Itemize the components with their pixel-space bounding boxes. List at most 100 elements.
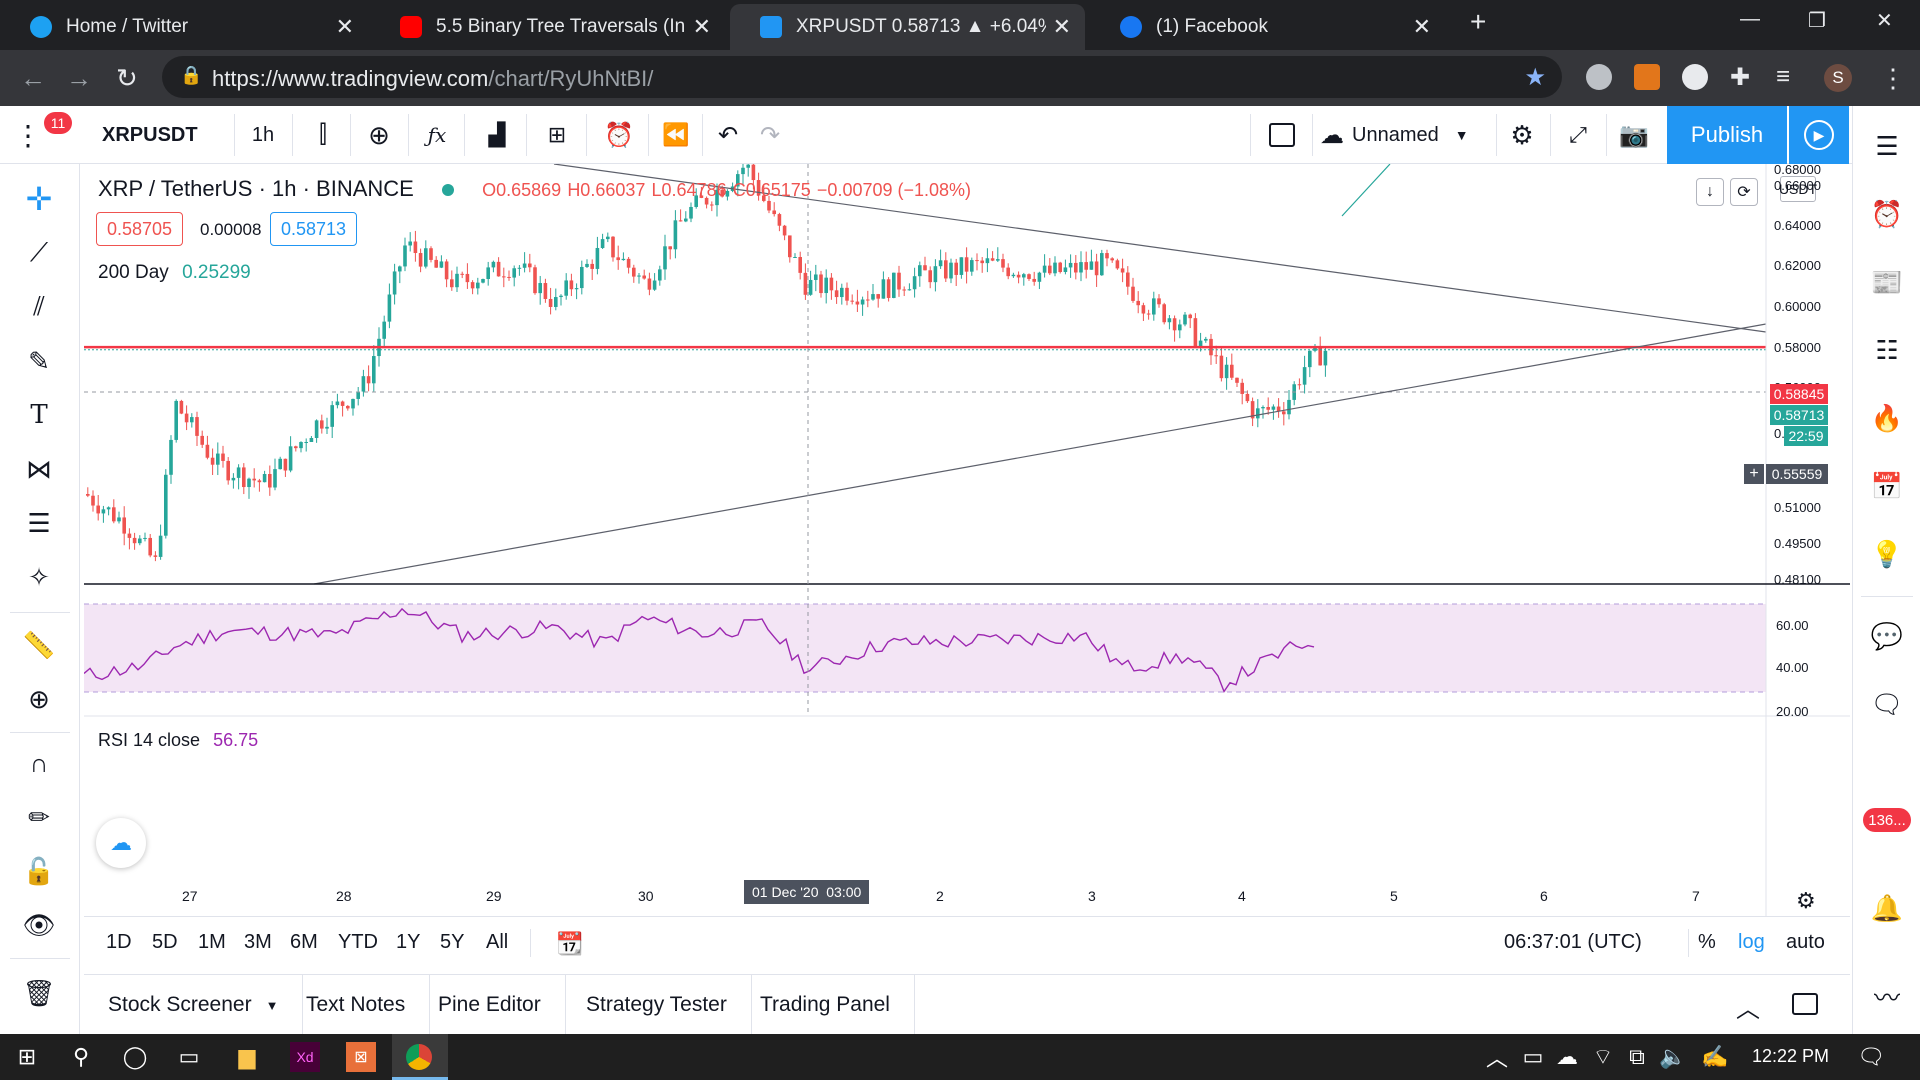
pattern-icon[interactable]: ⋈ <box>26 453 52 484</box>
redo-icon[interactable]: ↷ <box>759 121 781 149</box>
calendar-icon[interactable]: 📅 <box>1870 470 1904 501</box>
tray-up-icon[interactable]: ︿ <box>1485 1046 1508 1071</box>
multi-layout-icon[interactable] <box>1260 106 1304 164</box>
ideas-zigzag-icon[interactable]: 〰 <box>1873 982 1900 1013</box>
rsi-legend[interactable]: RSI 14 close 56.75 <box>98 730 258 751</box>
range-3m[interactable]: 3M <box>244 931 272 953</box>
reload-icon[interactable]: ↻ <box>116 63 138 93</box>
chart-area[interactable]: XRP / TetherUS · 1h · BINANCE O0.65869 H… <box>84 162 1850 948</box>
windows-start-icon[interactable]: ⊞ <box>17 1044 37 1069</box>
indicators-fx-icon[interactable]: ƒx <box>427 123 447 147</box>
minimize-icon[interactable]: — <box>1740 8 1760 30</box>
tab-facebook[interactable]: (1) Facebook ✕ <box>1090 4 1445 50</box>
compare-plus-icon[interactable]: ⊕ <box>368 119 390 150</box>
axis-settings-gear-icon[interactable]: ⚙ <box>1796 888 1816 913</box>
publish-button[interactable]: Publish <box>1667 106 1787 164</box>
magic-wand-icon[interactable]: ✧ <box>28 561 50 592</box>
play-icon[interactable]: ▶ <box>1789 106 1849 164</box>
text-tool-icon[interactable]: T <box>30 400 48 430</box>
metamask-icon[interactable] <box>1634 64 1660 90</box>
range-1m[interactable]: 1M <box>198 931 226 953</box>
chrome-icon[interactable] <box>404 1042 434 1072</box>
alert-clock-icon[interactable]: ⏰ <box>604 121 634 149</box>
trend-line-icon[interactable]: ⟋ <box>29 237 49 267</box>
add-plus-icon[interactable]: + <box>1744 464 1764 484</box>
onedrive-icon[interactable]: ☁ <box>1556 1044 1578 1069</box>
fullscreen-icon[interactable]: ⤢ <box>1569 122 1587 147</box>
tab-pine-editor[interactable]: Pine Editor <box>414 975 566 1035</box>
adobe-xd-icon[interactable]: Xd <box>290 1042 320 1072</box>
eye-icon[interactable]: 👁 <box>22 909 56 940</box>
pen-icon[interactable]: ✍ <box>1701 1044 1729 1069</box>
tab-twitter[interactable]: Home / Twitter ✕ <box>0 4 368 50</box>
profile-avatar[interactable]: S <box>1824 64 1852 92</box>
templates-icon[interactable]: ⊞ <box>547 122 567 147</box>
ruler-icon[interactable]: 📏 <box>22 629 56 660</box>
range-5d[interactable]: 5D <box>152 931 178 953</box>
financials-bar-icon[interactable]: ▟ <box>488 122 506 147</box>
interval-button[interactable]: 1h <box>251 123 275 146</box>
new-tab-plus-icon[interactable]: + <box>1470 6 1487 37</box>
wifi-icon[interactable]: ⌔ <box>1592 1044 1614 1069</box>
file-explorer-icon[interactable]: ▆ <box>238 1044 256 1069</box>
menu-kebab-icon[interactable]: ⋮ <box>1880 63 1906 93</box>
currency-label[interactable]: USDT <box>1779 176 1817 202</box>
range-ytd[interactable]: YTD <box>338 931 378 953</box>
sell-price-box[interactable]: 0.58705 <box>96 212 184 246</box>
zoom-in-icon[interactable]: ⊕ <box>28 683 50 714</box>
comments-icon[interactable]: 🗨 <box>1870 688 1904 719</box>
battery-icon[interactable]: ▭ <box>1522 1044 1544 1069</box>
bookmark-star-icon[interactable]: ★ <box>1524 64 1546 91</box>
undo-icon[interactable]: ↶ <box>717 121 739 149</box>
tab-tradingview[interactable]: XRPUSDT 0.58713 ▲ +6.04% Unn ✕ <box>730 4 1085 50</box>
buy-price-box[interactable]: 0.58713 <box>270 212 358 246</box>
extension-icon[interactable] <box>1586 64 1612 90</box>
trash-icon[interactable]: 🗑 <box>22 977 56 1008</box>
range-5y[interactable]: 5Y <box>440 931 465 953</box>
puzzle-icon[interactable]: ✚ <box>1730 64 1751 91</box>
cortana-icon[interactable]: ◯ <box>122 1044 148 1069</box>
streams-icon[interactable] <box>1867 814 1907 854</box>
extension-icon[interactable] <box>1682 64 1708 90</box>
media-queue-icon[interactable]: ≡ <box>1776 63 1791 90</box>
brush-icon[interactable]: ✎ <box>28 345 50 376</box>
reset-scale-icon[interactable]: ⟳ <box>1730 178 1758 206</box>
notifications-icon[interactable]: 🗨 <box>1857 1044 1885 1069</box>
pitchfork-icon[interactable]: ⫽ <box>33 291 45 321</box>
candle-style-icon[interactable]: ⫿ <box>319 121 327 148</box>
pencil-lock-icon[interactable]: ✏ <box>28 801 50 832</box>
restore-icon[interactable]: ❐ <box>1808 10 1826 32</box>
back-arrow-icon[interactable]: ← <box>20 63 46 93</box>
window-close-icon[interactable]: ✕ <box>1876 10 1893 32</box>
menu-icon[interactable]: ⋮ <box>14 119 42 151</box>
watchlist-icon[interactable]: ☰ <box>1875 130 1899 161</box>
lock-icon[interactable]: 🔓 <box>22 855 56 886</box>
chat-icon[interactable]: 💬 <box>1870 620 1904 651</box>
news-icon[interactable]: 📰 <box>1870 266 1904 297</box>
taskbar-clock[interactable]: 12:22 PM <box>1752 1046 1830 1066</box>
utc-clock[interactable]: 06:37:01 (UTC) <box>1504 931 1642 953</box>
layout-name-button[interactable]: ☁ Unnamed ▼ <box>1320 106 1490 164</box>
lightbulb-icon[interactable]: 💡 <box>1870 538 1904 569</box>
tab-trading-panel[interactable]: Trading Panel <box>736 975 915 1035</box>
close-icon[interactable]: ✕ <box>335 14 354 39</box>
percent-scale-toggle[interactable]: % <box>1698 931 1716 953</box>
bell-icon[interactable]: 🔔 <box>1870 892 1904 923</box>
crosshair-icon[interactable]: ✛ <box>25 181 53 217</box>
calendar-flame-icon[interactable]: 🔥 <box>1870 402 1904 433</box>
range-1y[interactable]: 1Y <box>396 931 421 953</box>
close-icon[interactable]: ✕ <box>1052 14 1071 39</box>
volume-icon[interactable]: 🔈 <box>1659 1044 1687 1069</box>
url-field[interactable]: 🔒 https://www.tradingview.com/chart/RyUh… <box>162 56 1562 98</box>
forward-arrow-icon[interactable]: → <box>66 63 92 93</box>
tradingview-logo[interactable]: ☁ <box>96 818 146 868</box>
close-icon[interactable]: ✕ <box>1412 14 1431 39</box>
magnet-icon[interactable]: ∩ <box>29 747 49 778</box>
search-icon[interactable]: ⚲ <box>72 1044 90 1069</box>
xampp-icon[interactable]: ⊠ <box>346 1042 376 1072</box>
scroll-down-icon[interactable]: ↓ <box>1696 178 1724 206</box>
alarm-clock-icon[interactable]: ⏰ <box>1870 198 1904 229</box>
replay-icon[interactable]: ⏪ <box>662 122 690 147</box>
tab-stock-screener[interactable]: Stock Screener ▼ <box>84 975 304 1035</box>
screenshot-icon[interactable]: ⧉ <box>1629 1044 1645 1069</box>
